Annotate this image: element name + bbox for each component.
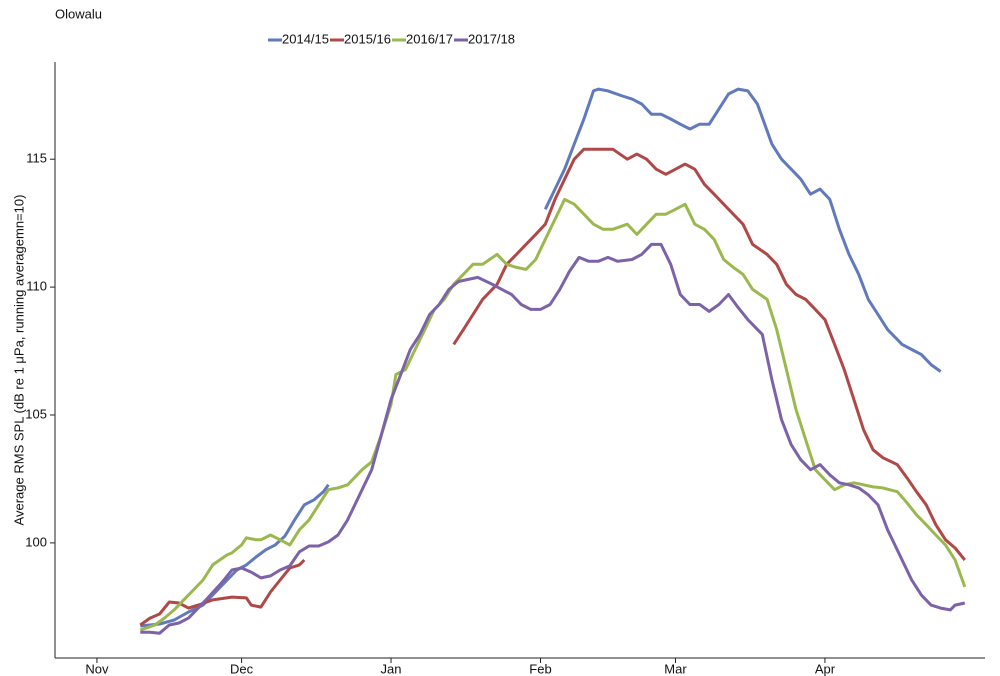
series-line [140, 242, 966, 635]
series-line [140, 87, 942, 628]
y-tick-label: 110 [26, 279, 47, 294]
x-tick-label: Feb [529, 661, 551, 676]
y-axis-label: Average RMS SPL (dB re 1 μPa, running av… [11, 195, 26, 526]
y-tick-label: 100 [25, 534, 47, 549]
y-tick-label: 115 [26, 151, 47, 166]
chart-title: Olowalu [55, 6, 102, 21]
legend-label: 2016/17 [406, 31, 453, 46]
x-tick-label: Nov [85, 661, 109, 676]
x-tick-label: Apr [815, 661, 836, 676]
series-line [139, 197, 967, 632]
legend-label: 2014/15 [282, 31, 329, 46]
legend-label: 2015/16 [344, 31, 391, 46]
x-tick-label: Dec [230, 661, 254, 676]
x-tick-label: Mar [664, 661, 687, 676]
series-line [139, 147, 966, 627]
x-tick-label: Jan [381, 661, 402, 676]
legend-label: 2017/18 [468, 31, 515, 46]
y-tick-label: 105 [25, 406, 47, 421]
